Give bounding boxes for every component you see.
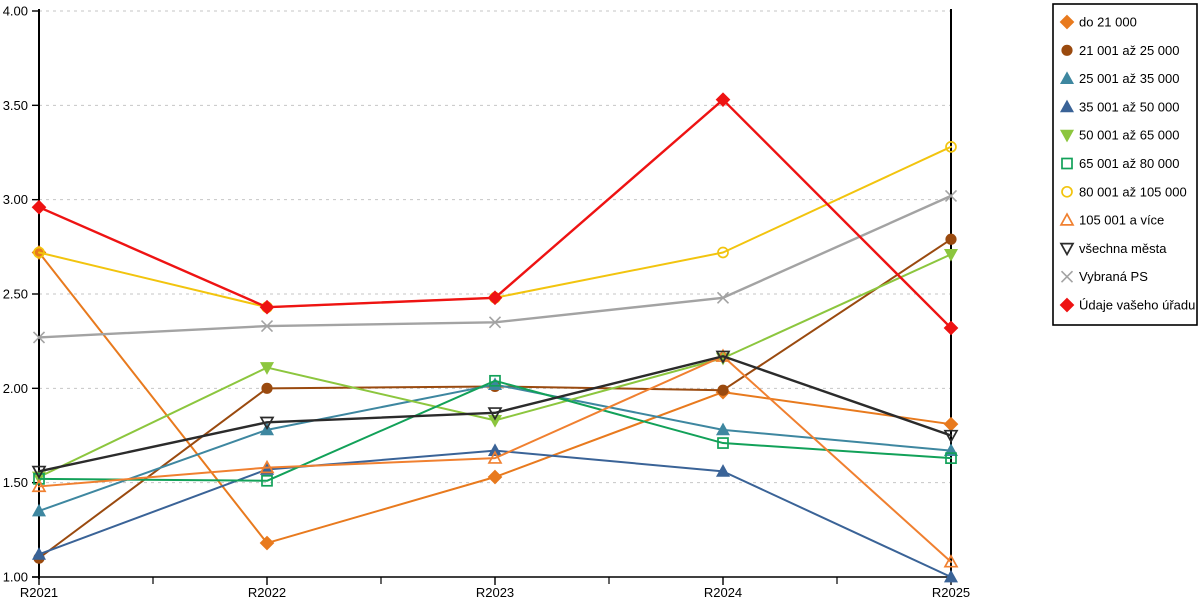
legend-label: 65 001 až 80 000	[1079, 156, 1179, 171]
legend-marker-icon	[1059, 99, 1075, 113]
data-point-marker	[487, 407, 503, 421]
legend-marker-icon	[1059, 242, 1075, 257]
legend-label: 21 001 až 25 000	[1079, 43, 1179, 58]
data-point-marker	[717, 246, 729, 259]
x-tick-label: R2023	[476, 585, 514, 600]
x-tick-label: R2025	[932, 585, 970, 600]
data-point-marker	[715, 92, 731, 108]
legend-marker-icon	[1061, 185, 1073, 198]
data-point-marker	[944, 189, 958, 202]
data-point-marker	[945, 140, 957, 153]
data-point-marker	[943, 248, 959, 262]
legend-marker-icon	[1059, 14, 1075, 30]
legend-label: Vybraná PS	[1079, 269, 1148, 284]
data-point-marker	[31, 199, 47, 215]
data-point-marker	[33, 473, 45, 485]
legend-marker-icon	[1061, 44, 1073, 56]
data-point-marker	[487, 415, 503, 428]
data-point-marker	[715, 422, 731, 436]
data-point-marker	[943, 554, 959, 568]
data-point-marker	[31, 465, 47, 480]
data-point-marker	[31, 503, 47, 517]
data-point-marker	[945, 233, 957, 245]
data-point-marker	[33, 246, 45, 259]
data-point-marker	[259, 416, 275, 431]
legend-marker-icon	[1059, 212, 1075, 226]
data-point-marker	[715, 350, 731, 365]
data-point-marker	[943, 569, 959, 583]
legend-marker-icon	[1059, 71, 1075, 84]
legend-marker-icon	[1061, 157, 1073, 170]
x-tick-label: R2021	[20, 585, 58, 600]
y-tick-label: 3.00	[3, 192, 28, 207]
series-line	[38, 145, 952, 309]
legend-marker-icon	[1060, 270, 1074, 283]
y-tick-label: 2.00	[3, 381, 28, 396]
data-point-marker	[259, 299, 275, 315]
legend-box	[1052, 3, 1198, 326]
legend-label: 25 001 až 35 000	[1079, 71, 1179, 86]
series-line	[38, 238, 952, 560]
x-tick-label: R2022	[248, 585, 286, 600]
series-line	[38, 355, 952, 563]
y-tick-label: 1.00	[3, 570, 28, 585]
data-point-marker	[489, 374, 501, 387]
y-tick-label: 2.50	[3, 287, 28, 302]
legend-label: Údaje vašeho úřadu	[1079, 298, 1195, 313]
data-point-marker	[261, 474, 273, 487]
legend-label: 105 001 a více	[1079, 213, 1164, 228]
series-line	[37, 355, 953, 473]
data-point-marker	[487, 377, 503, 390]
x-tick-label: R2024	[704, 585, 742, 600]
data-point-marker	[488, 316, 502, 329]
data-point-marker	[259, 362, 275, 375]
y-tick-label: 1.50	[3, 475, 28, 490]
data-point-marker	[943, 416, 959, 432]
data-point-marker	[32, 331, 46, 344]
y-tick-label: 4.00	[3, 4, 28, 19]
legend-marker-icon	[1059, 297, 1075, 313]
data-point-marker	[716, 291, 730, 304]
data-point-marker	[487, 443, 503, 456]
data-point-marker	[943, 320, 959, 336]
data-point-marker	[31, 478, 47, 493]
legend-label: 35 001 až 50 000	[1079, 99, 1179, 114]
data-point-marker	[259, 535, 275, 551]
legend-label: do 21 000	[1079, 15, 1137, 30]
data-point-marker	[945, 452, 957, 464]
data-point-marker	[259, 459, 275, 474]
data-point-marker	[260, 320, 274, 333]
legend-label: všechna města	[1079, 241, 1167, 256]
legend-marker-icon	[1059, 129, 1075, 143]
data-point-marker	[487, 290, 503, 306]
data-point-marker	[717, 437, 729, 449]
data-point-marker	[487, 469, 503, 485]
data-point-marker	[31, 547, 47, 560]
series-line	[38, 379, 952, 482]
data-point-marker	[487, 450, 503, 464]
data-point-marker	[717, 384, 729, 396]
legend-label: 80 001 až 105 000	[1079, 184, 1187, 199]
legend-label: 50 001 až 65 000	[1079, 128, 1179, 143]
data-point-marker	[943, 429, 959, 444]
series-line	[38, 449, 952, 578]
y-tick-label: 3.50	[3, 98, 28, 113]
data-point-marker	[261, 382, 273, 394]
data-point-marker	[715, 464, 731, 477]
